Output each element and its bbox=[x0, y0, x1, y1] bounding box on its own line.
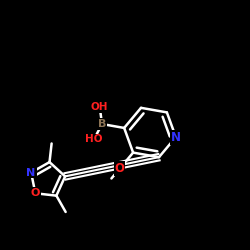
Text: B: B bbox=[98, 119, 106, 129]
Text: N: N bbox=[171, 130, 181, 143]
Text: O: O bbox=[114, 162, 124, 175]
Text: HO: HO bbox=[85, 134, 103, 144]
Text: O: O bbox=[31, 188, 40, 198]
Text: OH: OH bbox=[91, 102, 108, 112]
Text: N: N bbox=[26, 168, 36, 177]
